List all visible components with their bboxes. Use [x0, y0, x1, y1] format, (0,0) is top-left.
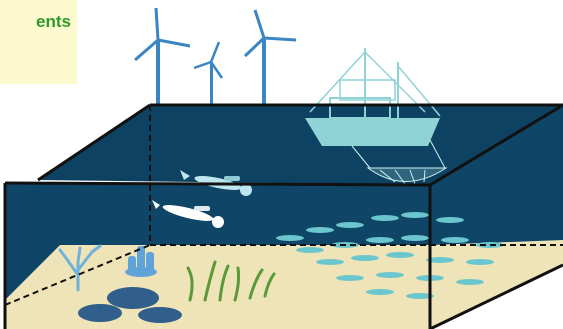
wind-turbine: [134, 7, 191, 106]
label-box: ents: [0, 0, 77, 84]
scuba-diver: [152, 200, 224, 228]
trawl-net: [351, 139, 448, 185]
fishing-trawler: [305, 48, 441, 146]
seagrass: [186, 260, 276, 302]
box-frame: [3, 103, 563, 329]
hidden-edges: [4, 105, 563, 306]
rocks: [78, 287, 182, 323]
wind-turbine: [243, 9, 297, 106]
sponge: [125, 246, 157, 277]
fish-school: [276, 212, 504, 299]
wind-turbine: [193, 41, 224, 106]
coral: [58, 244, 102, 292]
label-text: ents: [36, 12, 71, 31]
